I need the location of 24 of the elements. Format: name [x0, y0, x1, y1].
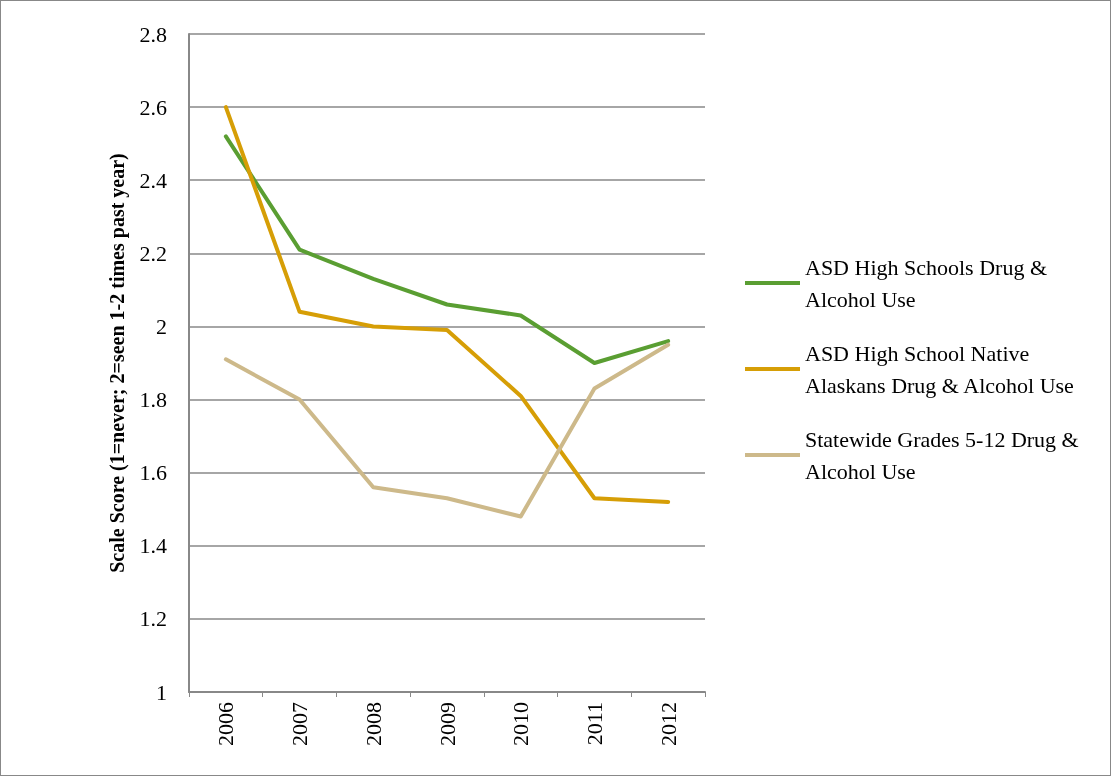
y-tick-label: 2.8 [139, 21, 167, 47]
y-axis-title: Scale Score (1=never; 2=seen 1-2 times past year) [106, 153, 129, 573]
y-tick-label: 2 [156, 313, 167, 339]
line-series [223, 134, 671, 365]
x-tick-label: 2011 [581, 702, 607, 746]
y-tick-label: 2.2 [139, 240, 167, 266]
x-tick-label: 2007 [287, 702, 313, 746]
y-tick-label: 1.8 [139, 387, 167, 413]
x-tick-label: 2009 [434, 702, 460, 746]
legend-label: ASD High School Native Alaskans Drug & Alcohol Use [805, 340, 1074, 398]
x-tick-label: 2012 [655, 702, 681, 746]
x-tick-label: 2008 [360, 702, 386, 746]
y-tick-label: 1 [156, 679, 167, 705]
legend-label: Statewide Grades 5-12 Drug & Alcohol Use [805, 426, 1085, 484]
y-tick-label: 2.4 [139, 167, 167, 193]
x-tick-label: 2010 [508, 702, 534, 746]
legend-label: ASD High Schools Drug & Alcohol Use [805, 254, 1053, 312]
line-series [223, 105, 671, 504]
x-tick-label: 2006 [213, 702, 239, 746]
y-tick-label: 1.4 [139, 533, 167, 559]
y-tick-label: 1.2 [139, 606, 167, 632]
line-series [223, 342, 671, 519]
y-tick-label: 1.6 [139, 460, 167, 486]
y-tick-label: 2.6 [139, 94, 167, 120]
